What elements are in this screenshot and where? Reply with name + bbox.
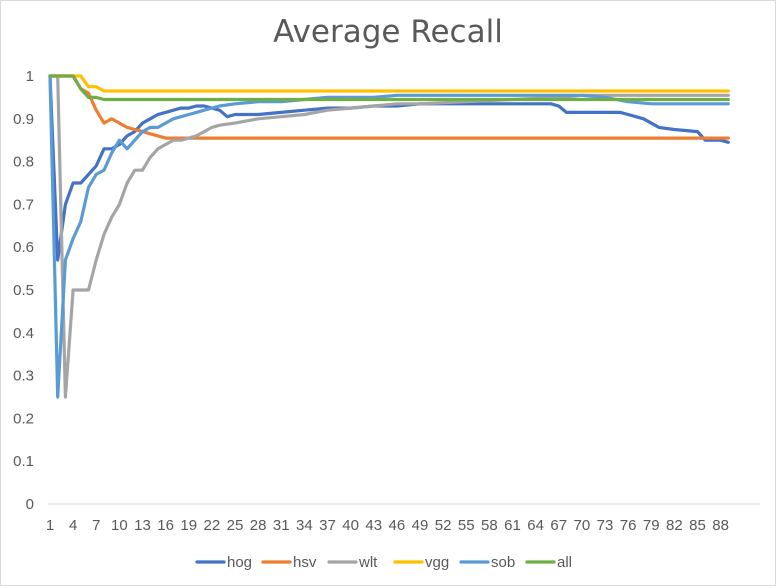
- series-line-sob: [48, 74, 730, 399]
- y-tick-label: 0.6: [13, 239, 34, 256]
- y-tick-label: 0.7: [13, 196, 34, 213]
- x-tick-label: 79: [643, 517, 660, 534]
- x-tick-label: 76: [620, 517, 637, 534]
- y-tick-label: 0.8: [13, 154, 34, 171]
- y-tick-label: 0.4: [13, 325, 34, 342]
- y-tick-label: 0.5: [13, 282, 34, 299]
- x-tick-label: 7: [92, 517, 100, 534]
- x-tick-label: 34: [296, 517, 313, 534]
- x-tick-label: 88: [712, 517, 729, 534]
- legend-label-sob: sob: [491, 554, 515, 571]
- y-tick-label: 0.3: [13, 368, 34, 385]
- x-tick-label: 82: [666, 517, 683, 534]
- x-tick-label: 28: [250, 517, 267, 534]
- x-tick-label: 25: [227, 517, 244, 534]
- x-tick-label: 4: [69, 517, 77, 534]
- y-tick-label: 0.9: [13, 111, 34, 128]
- x-tick-label: 58: [481, 517, 498, 534]
- x-tick-label: 10: [111, 517, 128, 534]
- series-line-all: [48, 74, 730, 102]
- series-line-wlt: [48, 74, 730, 399]
- x-tick-label: 16: [157, 517, 174, 534]
- chart-title: Average Recall: [273, 14, 503, 50]
- x-tick-label: 61: [504, 517, 521, 534]
- x-tick-label: 49: [412, 517, 429, 534]
- x-tick-label: 64: [527, 517, 544, 534]
- x-tick-label: 43: [365, 517, 382, 534]
- y-tick-label: 0.1: [13, 453, 34, 470]
- x-tick-label: 40: [342, 517, 359, 534]
- legend-label-vgg: vgg: [425, 554, 449, 571]
- x-tick-label: 46: [389, 517, 406, 534]
- x-tick-label: 1: [46, 517, 54, 534]
- legend-label-hog: hog: [227, 554, 252, 571]
- x-tick-label: 31: [273, 517, 290, 534]
- x-tick-label: 37: [319, 517, 336, 534]
- x-tick-label: 67: [550, 517, 567, 534]
- x-tick-label: 73: [597, 517, 614, 534]
- x-tick-label: 55: [458, 517, 475, 534]
- x-tick-label: 52: [435, 517, 452, 534]
- y-tick-label: 1: [26, 68, 34, 85]
- x-tick-label: 85: [689, 517, 706, 534]
- x-tick-label: 22: [204, 517, 221, 534]
- series-line-vgg: [48, 74, 730, 93]
- y-tick-label: 0.2: [13, 410, 34, 427]
- y-tick-label: 0: [26, 496, 34, 513]
- x-tick-label: 13: [134, 517, 151, 534]
- x-tick-label: 19: [180, 517, 197, 534]
- legend-label-hsv: hsv: [293, 554, 317, 571]
- legend-label-all: all: [557, 554, 572, 571]
- x-tick-label: 70: [573, 517, 590, 534]
- legend-label-wlt: wlt: [358, 554, 378, 571]
